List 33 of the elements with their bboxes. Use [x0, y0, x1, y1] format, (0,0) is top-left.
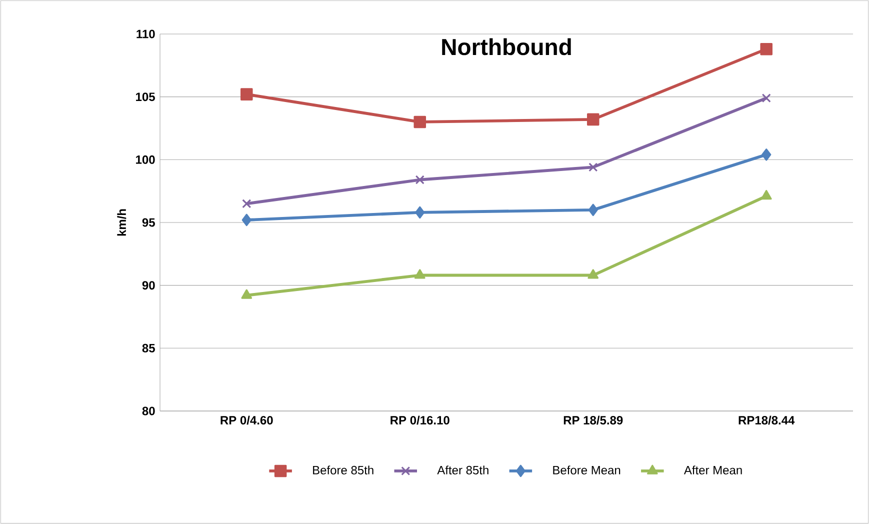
point	[240, 88, 253, 100]
point	[242, 199, 252, 208]
point	[241, 289, 252, 299]
point	[762, 94, 771, 103]
point	[414, 116, 426, 128]
y-tick-label: 90	[142, 281, 155, 290]
point	[415, 175, 424, 184]
chart-title: Northbound	[442, 38, 571, 56]
point	[762, 148, 772, 161]
point	[415, 206, 425, 219]
point	[414, 269, 426, 279]
y-tick-label: 80	[142, 406, 155, 416]
point	[242, 214, 252, 226]
point	[588, 269, 599, 279]
point	[760, 190, 772, 200]
x-tick-label: RP 18/5.89	[564, 416, 623, 425]
y-tick-label: 110	[136, 30, 155, 38]
y-tick-label: 105	[136, 92, 155, 102]
y-tick-label: 100	[136, 155, 155, 164]
point	[588, 162, 598, 172]
legend-label: After 85th	[437, 466, 488, 474]
point	[588, 204, 598, 216]
legend-label: After Mean	[684, 466, 742, 474]
y-tick-label: 85	[142, 344, 155, 352]
legend-label: Before 85th	[313, 466, 374, 474]
x-tick-label: RP 0/4.60	[220, 416, 273, 425]
x-tick-label: RP18/8.44	[738, 416, 795, 425]
y-axis-title: km/h	[117, 209, 126, 236]
x-tick-label: RP 0/16.10	[390, 416, 450, 425]
point	[760, 42, 772, 56]
point	[586, 113, 600, 126]
y-tick-label: 95	[142, 218, 155, 227]
legend-label: Before Mean	[553, 466, 620, 474]
